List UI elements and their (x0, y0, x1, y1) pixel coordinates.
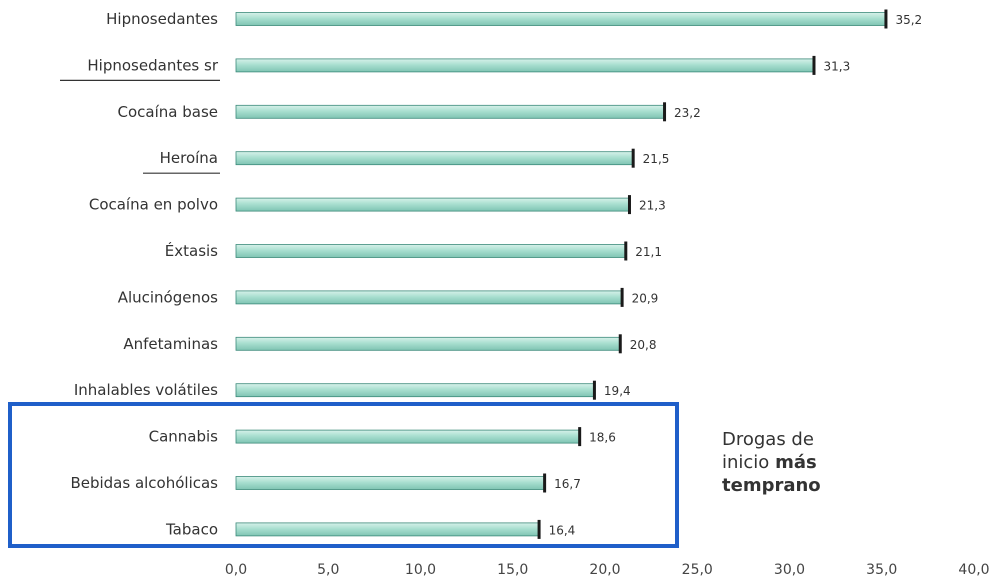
bar-row: Cocaína base 23,2 (118, 102, 701, 122)
category-label: Cocaína en polvo (89, 196, 218, 214)
category-label: Éxtasis (165, 241, 218, 260)
x-tick-label: 15,0 (497, 562, 528, 578)
value-label: 31,3 (823, 59, 850, 73)
value-label: 35,2 (895, 13, 922, 27)
category-label: Cannabis (149, 428, 219, 446)
x-tick-label: 5,0 (317, 562, 339, 578)
value-label: 18,6 (589, 431, 616, 445)
value-label: 19,4 (604, 384, 631, 398)
bar-row: Hipnosedantes 35,2 (106, 9, 922, 29)
bar-row: Heroína 21,5 (143, 148, 670, 174)
bar-row: Tabaco 16,4 (165, 519, 576, 539)
category-label: Hipnosedantes (106, 10, 218, 28)
bar (235, 58, 814, 73)
bar-end-cap (543, 473, 547, 493)
annotation-line-3-bold: temprano (722, 475, 821, 496)
bar-row: Hipnosedantes sr 31,3 (60, 55, 850, 82)
category-label: Hipnosedantes sr (87, 56, 218, 74)
value-label: 21,3 (639, 199, 666, 213)
bar-end-cap (812, 55, 816, 75)
x-tick-label: 25,0 (682, 562, 713, 578)
value-label: 20,8 (630, 338, 657, 352)
x-tick-label: 0,0 (225, 562, 247, 578)
bar-row: Anfetaminas 20,8 (123, 334, 657, 354)
category-label: Bebidas alcohólicas (70, 474, 218, 492)
bar (235, 383, 595, 398)
value-label: 20,9 (632, 291, 659, 305)
category-label: Heroína (160, 149, 218, 167)
bar (235, 197, 630, 212)
category-label: Cocaína base (118, 103, 218, 121)
bar (235, 12, 886, 26)
highlight-box (8, 402, 679, 548)
bar (235, 336, 621, 351)
category-label: Tabaco (165, 520, 218, 538)
annotation-line-2-prefix: inicio (722, 452, 770, 473)
category-label: Anfetaminas (123, 335, 218, 353)
bar (235, 522, 539, 537)
bar (235, 104, 665, 119)
bar-row: Alucinógenos 20,9 (118, 287, 659, 307)
value-label: 16,4 (549, 523, 576, 537)
x-tick-label: 40,0 (958, 562, 989, 578)
category-label: Alucinógenos (118, 288, 218, 306)
bars-layer: Hipnosedantes 35,2 Hipnosedantes sr 31,3 Coc… (60, 9, 922, 539)
annotation-line-3: temprano (722, 474, 872, 497)
category-label: Inhalables volátiles (74, 381, 218, 399)
bar-end-cap (663, 102, 667, 122)
x-tick-label: 30,0 (774, 562, 805, 578)
bar-end-cap (627, 195, 631, 215)
value-label: 16,7 (554, 477, 581, 491)
bar-row: Cannabis 18,6 (149, 427, 616, 447)
bar-row: Inhalables volátiles 19,4 (74, 380, 631, 400)
bar-end-cap (537, 519, 541, 539)
bar (235, 476, 545, 490)
value-label: 21,1 (635, 245, 662, 259)
bar-end-cap (578, 427, 582, 447)
bar-end-cap (884, 9, 888, 29)
annotation-line-1: Drogas de (722, 429, 814, 450)
bar (235, 244, 626, 258)
annotation-text: Drogas de inicio más temprano (722, 428, 872, 497)
x-tick-label: 20,0 (589, 562, 620, 578)
x-tick-label: 10,0 (405, 562, 436, 578)
bar (235, 429, 580, 444)
bar-end-cap (620, 287, 624, 307)
bar-row: Éxtasis 21,1 (165, 241, 662, 261)
value-label: 21,5 (643, 152, 670, 166)
bar-row: Bebidas alcohólicas 16,7 (70, 473, 581, 493)
bar-end-cap (618, 334, 622, 354)
annotation-line-2-bold: más (775, 452, 817, 473)
bar (235, 290, 623, 305)
bar-row: Cocaína en polvo 21,3 (89, 195, 666, 215)
bar-end-cap (631, 148, 635, 168)
bar-end-cap (592, 380, 596, 400)
x-axis: 0,0 5,0 10,0 15,0 20,0 25,0 30,0 35,0 40,0 (225, 562, 990, 578)
bar-end-cap (624, 241, 628, 261)
annotation-line-2: inicio más (722, 451, 872, 474)
bar (235, 151, 634, 166)
x-tick-label: 35,0 (866, 562, 897, 578)
value-label: 23,2 (674, 106, 701, 120)
